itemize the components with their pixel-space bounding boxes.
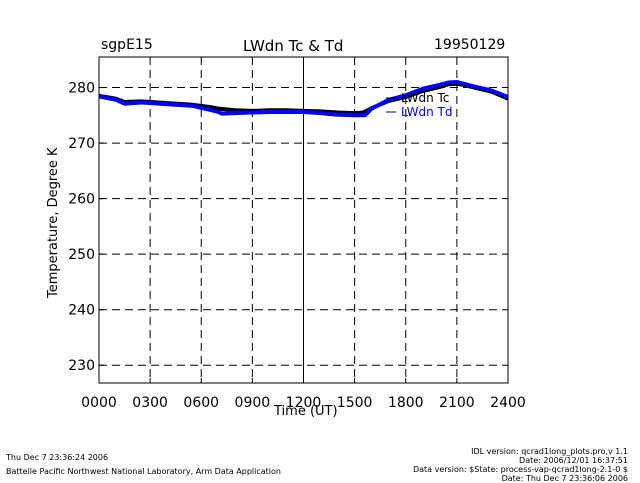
x-tick-label: 1200 bbox=[286, 395, 322, 411]
date-label: 19950129 bbox=[434, 37, 506, 53]
footer-institution: Battelle Pacific Northwest National Labo… bbox=[6, 467, 281, 476]
footer-idl-date: Date: 2006/12/01 16:37:51 bbox=[519, 456, 628, 465]
y-axis-label: Temperature, Degree K bbox=[46, 147, 61, 298]
legend-label: LWdn Tc bbox=[401, 91, 449, 105]
y-tick-label: 250 bbox=[68, 247, 95, 263]
legend-label: LWdn Td bbox=[401, 105, 452, 119]
y-tick-label: 280 bbox=[68, 81, 95, 97]
y-tick-label: 270 bbox=[68, 136, 95, 152]
ticks: 0000 0300 0600 0900 1200 1500 1800 2100 2400 230 2… bbox=[68, 81, 526, 411]
footer-timestamp: Thu Dec 7 23:36:24 2006 bbox=[6, 453, 109, 462]
footer-idl-version: IDL version: qcrad1long_plots.pro,v 1.1 bbox=[471, 447, 628, 456]
x-tick-label: 0300 bbox=[132, 395, 168, 411]
series-layer bbox=[98, 80, 509, 118]
x-tick-label: 2400 bbox=[490, 395, 526, 411]
x-tick-label: 1500 bbox=[337, 395, 373, 411]
y-tick-label: 260 bbox=[68, 192, 95, 208]
x-tick-label: 0600 bbox=[183, 395, 219, 411]
footer-data-date: Date: Thu Dec 7 23:36:06 2006 bbox=[501, 474, 628, 483]
chart-title: LWdn Tc & Td bbox=[243, 37, 344, 55]
series-line-lwdn-td bbox=[98, 80, 509, 118]
x-tick-label: 0900 bbox=[235, 395, 271, 411]
x-axis-label: Time (UT) bbox=[274, 404, 338, 419]
y-tick-label: 230 bbox=[68, 358, 95, 374]
footer-data-version: Data version: $State: process-vap-qcrad1… bbox=[412, 465, 628, 474]
x-tick-label: 0000 bbox=[81, 395, 117, 411]
x-tick-label: 1800 bbox=[388, 395, 424, 411]
site-label: sgpE15 bbox=[101, 37, 153, 53]
x-tick-label: 2100 bbox=[439, 395, 475, 411]
y-tick-label: 240 bbox=[68, 303, 95, 319]
